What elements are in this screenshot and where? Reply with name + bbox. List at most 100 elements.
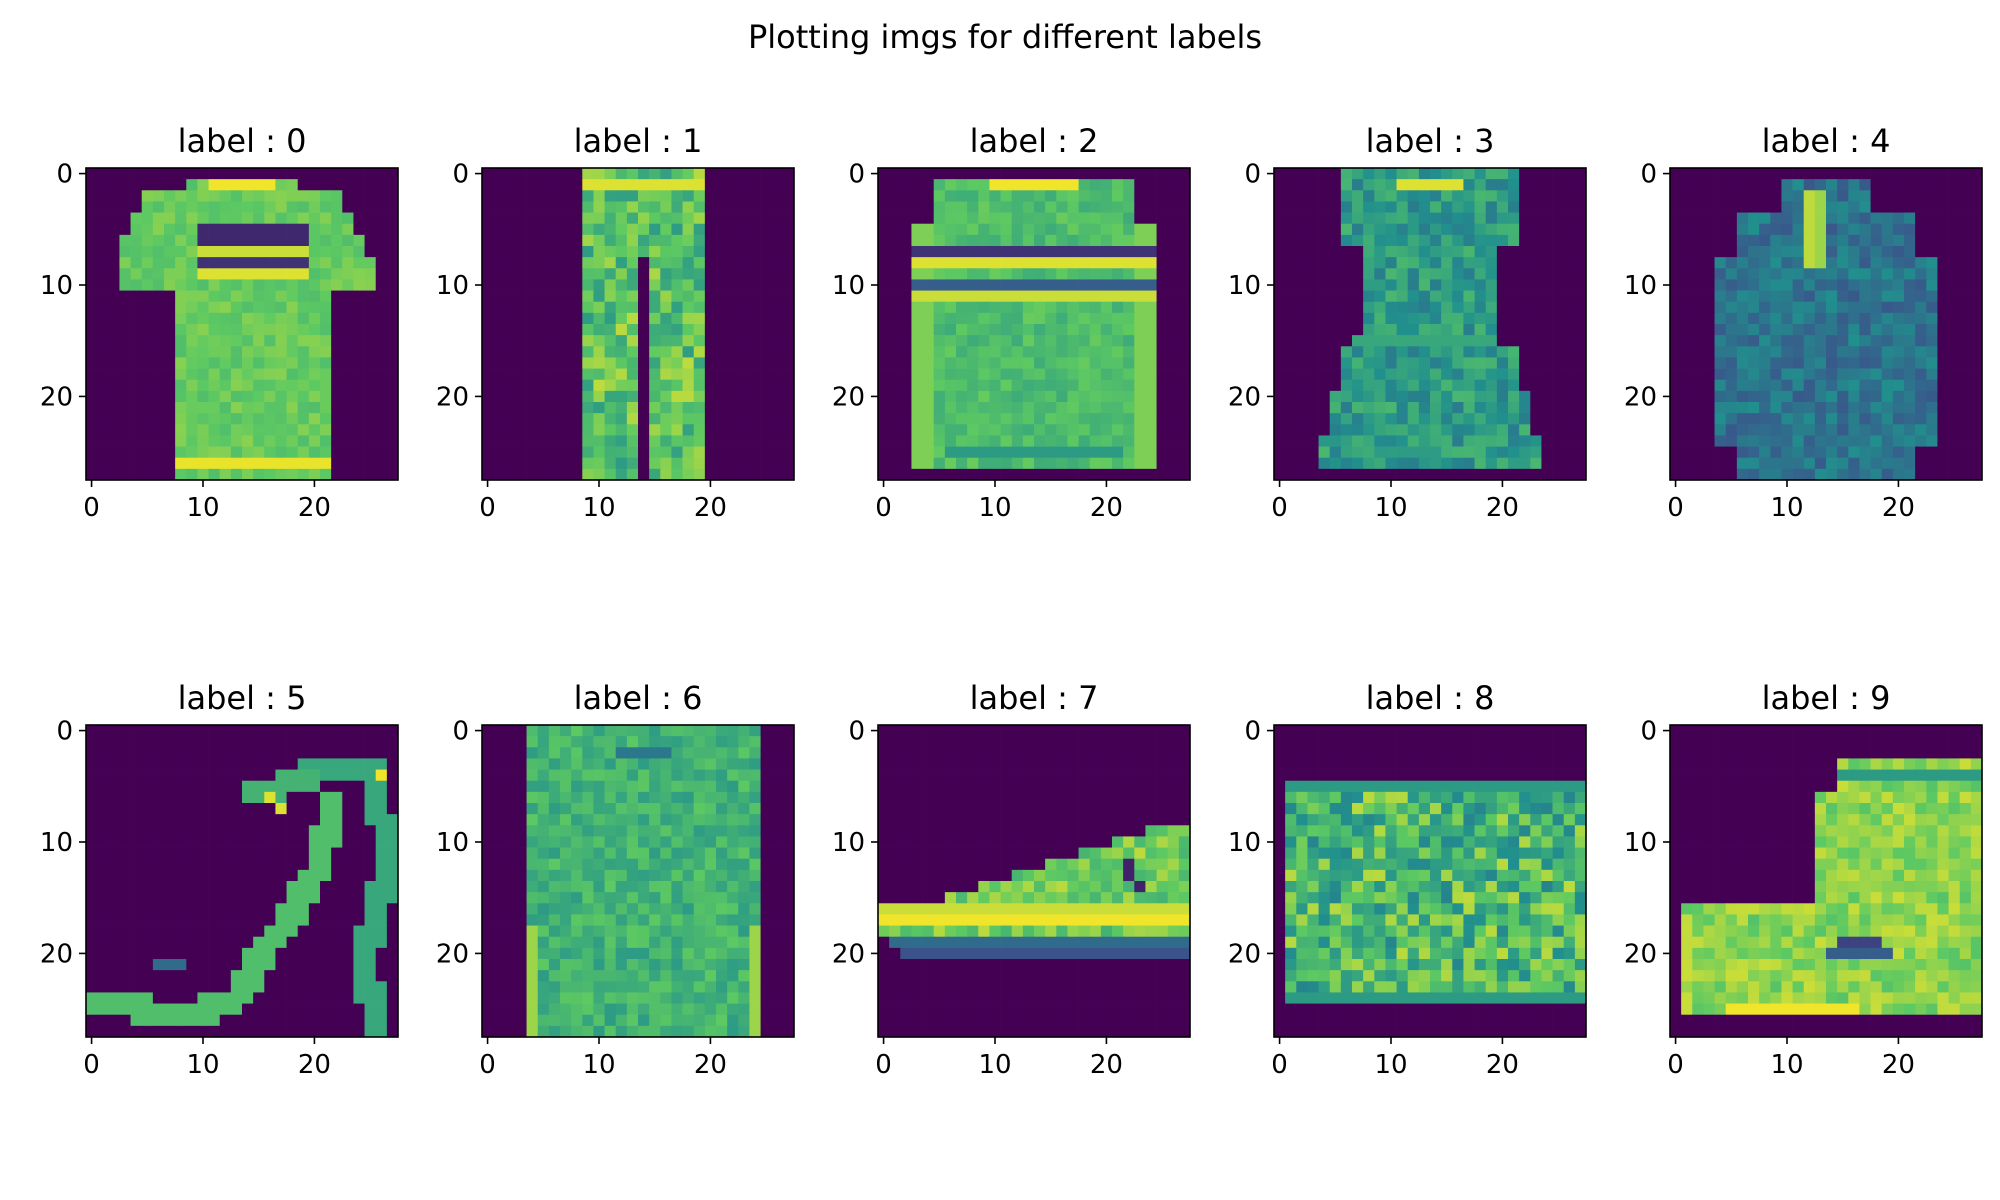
heatmap-cell (175, 947, 187, 960)
heatmap-cell (638, 379, 650, 392)
heatmap-cell (922, 268, 935, 280)
heatmap-cell (1167, 457, 1180, 470)
heatmap-cell (1167, 234, 1180, 247)
heatmap-cell (1759, 413, 1771, 425)
heatmap-cell (119, 435, 131, 447)
heatmap-cell (197, 346, 209, 358)
heatmap-cell (493, 435, 505, 447)
heatmap-cell (989, 390, 1001, 403)
heatmap-cell (771, 402, 784, 414)
heatmap-cell (682, 246, 695, 258)
heatmap-cell (1385, 223, 1397, 236)
heatmap-cell (1441, 335, 1453, 347)
heatmap-cell (386, 402, 399, 414)
heatmap-cell (1089, 246, 1102, 258)
heatmap-cell (219, 780, 232, 793)
x-tick-label: 10 (1770, 493, 1803, 523)
heatmap-cell (253, 903, 265, 915)
heatmap-cell (1703, 357, 1715, 369)
heatmap-cell (342, 246, 354, 258)
heatmap-cell (911, 324, 923, 336)
heatmap-cell (978, 168, 990, 180)
heatmap-cell (900, 413, 912, 425)
heatmap-cell (320, 223, 332, 236)
heatmap-cell (342, 1025, 354, 1038)
heatmap-cell (286, 925, 299, 938)
heatmap-cell (86, 201, 98, 213)
heatmap-cell (782, 446, 795, 459)
heatmap-cell (375, 446, 388, 459)
heatmap-cell (493, 457, 505, 470)
heatmap-cell (130, 435, 143, 447)
heatmap-cell (1859, 468, 1871, 481)
heatmap-cell (1011, 346, 1024, 358)
heatmap-cell (1452, 390, 1464, 403)
heatmap-cell (1407, 457, 1420, 470)
heatmap-cell (1178, 190, 1191, 202)
heatmap-cell (482, 168, 494, 180)
heatmap-cell (704, 402, 717, 414)
heatmap-cell (1770, 168, 1782, 180)
heatmap-cell (1826, 368, 1838, 381)
heatmap-cell (1926, 190, 1938, 202)
heatmap-cell (727, 758, 739, 770)
heatmap-cell (878, 468, 890, 481)
heatmap-cell (1926, 301, 1938, 314)
heatmap-cell (197, 925, 209, 938)
heatmap-cell (967, 212, 979, 225)
heatmap-cell (230, 379, 243, 392)
heatmap-cell (1022, 324, 1035, 336)
heatmap-cell (1156, 312, 1169, 325)
heatmap-cell (693, 201, 706, 213)
heatmap-cell (1385, 424, 1397, 436)
heatmap-cell (1407, 268, 1420, 280)
heatmap-cell (1318, 368, 1331, 381)
heatmap-cell (1067, 290, 1079, 303)
heatmap-cell (353, 780, 365, 793)
heatmap-cell (548, 301, 561, 314)
heatmap-cell (1374, 234, 1386, 247)
heatmap-cell (1736, 190, 1749, 202)
heatmap-cell (1703, 335, 1715, 347)
heatmap-cell (989, 346, 1001, 358)
heatmap-cell (582, 290, 594, 303)
heatmap-cell (108, 981, 120, 993)
heatmap-cell (1692, 201, 1704, 213)
heatmap-cell (537, 457, 550, 470)
heatmap-cell (1681, 357, 1693, 369)
heatmap-cell (716, 457, 728, 470)
heatmap-cell (615, 791, 628, 804)
heatmap-cell (1759, 168, 1771, 180)
heatmap-cell (537, 279, 550, 291)
heatmap-cell (1781, 379, 1793, 392)
heatmap-cell (1418, 290, 1431, 303)
heatmap-cell (219, 758, 232, 770)
heatmap-cell (933, 390, 946, 403)
heatmap-cell (604, 201, 617, 213)
heatmap-cell (175, 803, 187, 815)
heatmap-cell (911, 234, 923, 247)
heatmap-cell (1519, 379, 1531, 392)
heatmap-cell (1045, 268, 1057, 280)
heatmap-cell (571, 335, 583, 347)
heatmap-cell (1859, 390, 1871, 403)
heatmap-cell (1904, 435, 1916, 447)
heatmap-cell (537, 379, 550, 392)
heatmap-cell (308, 769, 321, 782)
heatmap-cell (526, 390, 539, 403)
heatmap-cell (186, 869, 198, 882)
heatmap-cell (1826, 201, 1838, 213)
heatmap-cell (615, 758, 628, 770)
heatmap-cell (682, 390, 695, 403)
heatmap-cell (1134, 402, 1146, 414)
heatmap-cell (1318, 212, 1331, 225)
heatmap-cell (130, 925, 143, 938)
heatmap-cell (660, 368, 672, 381)
heatmap-cell (308, 179, 321, 191)
heatmap-cell (967, 268, 979, 280)
heatmap-cell (1112, 402, 1124, 414)
heatmap-cell (504, 413, 516, 425)
heatmap-cell (660, 301, 672, 314)
heatmap-cell (242, 357, 254, 369)
